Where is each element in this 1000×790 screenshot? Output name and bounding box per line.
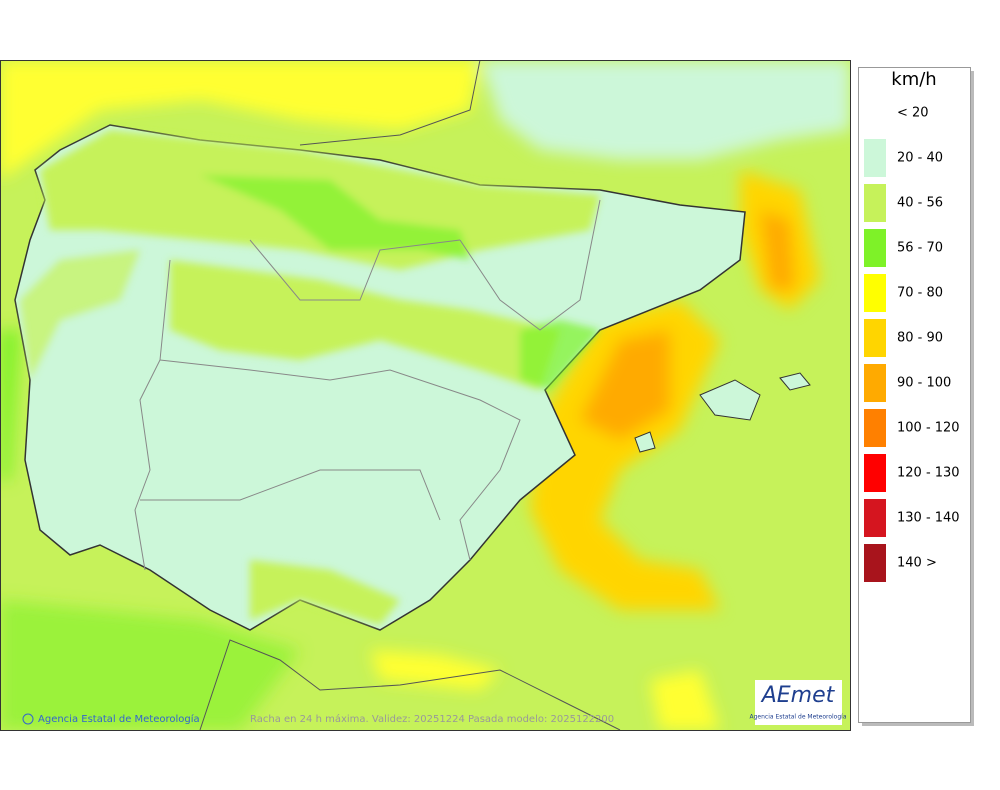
legend-swatch bbox=[864, 544, 886, 582]
legend-swatch bbox=[864, 184, 886, 222]
logo-box bbox=[755, 680, 842, 725]
legend-swatch bbox=[864, 274, 886, 312]
mallorca bbox=[699, 379, 761, 421]
land-wind bbox=[20, 130, 600, 625]
legend-label: 70 - 80 bbox=[897, 286, 943, 301]
legend-items: < 20 20 - 40 40 - 56 56 - 70 70 - 80 80 - 90 9… bbox=[864, 94, 960, 582]
legend-label: 56 - 70 bbox=[897, 241, 943, 256]
legend-swatch bbox=[864, 409, 886, 447]
legend-swatch bbox=[864, 454, 886, 492]
legend-swatch bbox=[864, 319, 886, 357]
legend-label: 40 - 56 bbox=[897, 196, 943, 211]
copyright-icon bbox=[22, 713, 34, 725]
logo-name: AEmet bbox=[760, 683, 836, 708]
legend-label: 100 - 120 bbox=[897, 421, 960, 436]
legend-label: 90 - 100 bbox=[897, 376, 951, 391]
legend-swatch bbox=[864, 139, 886, 177]
caption: Racha en 24 h máxima. Validez: 20251224 … bbox=[250, 713, 614, 725]
legend-swatch bbox=[864, 94, 886, 132]
credit: Agencia Estatal de Meteorología bbox=[38, 713, 200, 725]
legend-label: < 20 bbox=[897, 106, 929, 121]
menorca bbox=[779, 372, 811, 391]
legend-label: 80 - 90 bbox=[897, 331, 943, 346]
wind-field bbox=[0, 60, 850, 730]
ibiza bbox=[634, 431, 656, 453]
legend-label: 20 - 40 bbox=[897, 151, 943, 166]
legend-label: 130 - 140 bbox=[897, 511, 960, 526]
legend-label: 140 > bbox=[897, 556, 937, 571]
france-coast bbox=[0, 60, 481, 146]
legend-swatch bbox=[864, 364, 886, 402]
legend-swatch bbox=[864, 499, 886, 537]
legend-label: 120 - 130 bbox=[897, 466, 960, 481]
map-frame bbox=[0, 60, 851, 731]
borders bbox=[134, 199, 601, 571]
legend-unit: km/h bbox=[891, 69, 936, 90]
africa-coast bbox=[199, 639, 621, 730]
logo-subtitle: Agencia Estatal de Meteorología bbox=[750, 714, 847, 721]
legend-swatch bbox=[864, 229, 886, 267]
iberia-land bbox=[14, 124, 746, 631]
map: Agencia Estatal de Meteorología Racha en… bbox=[0, 60, 850, 730]
